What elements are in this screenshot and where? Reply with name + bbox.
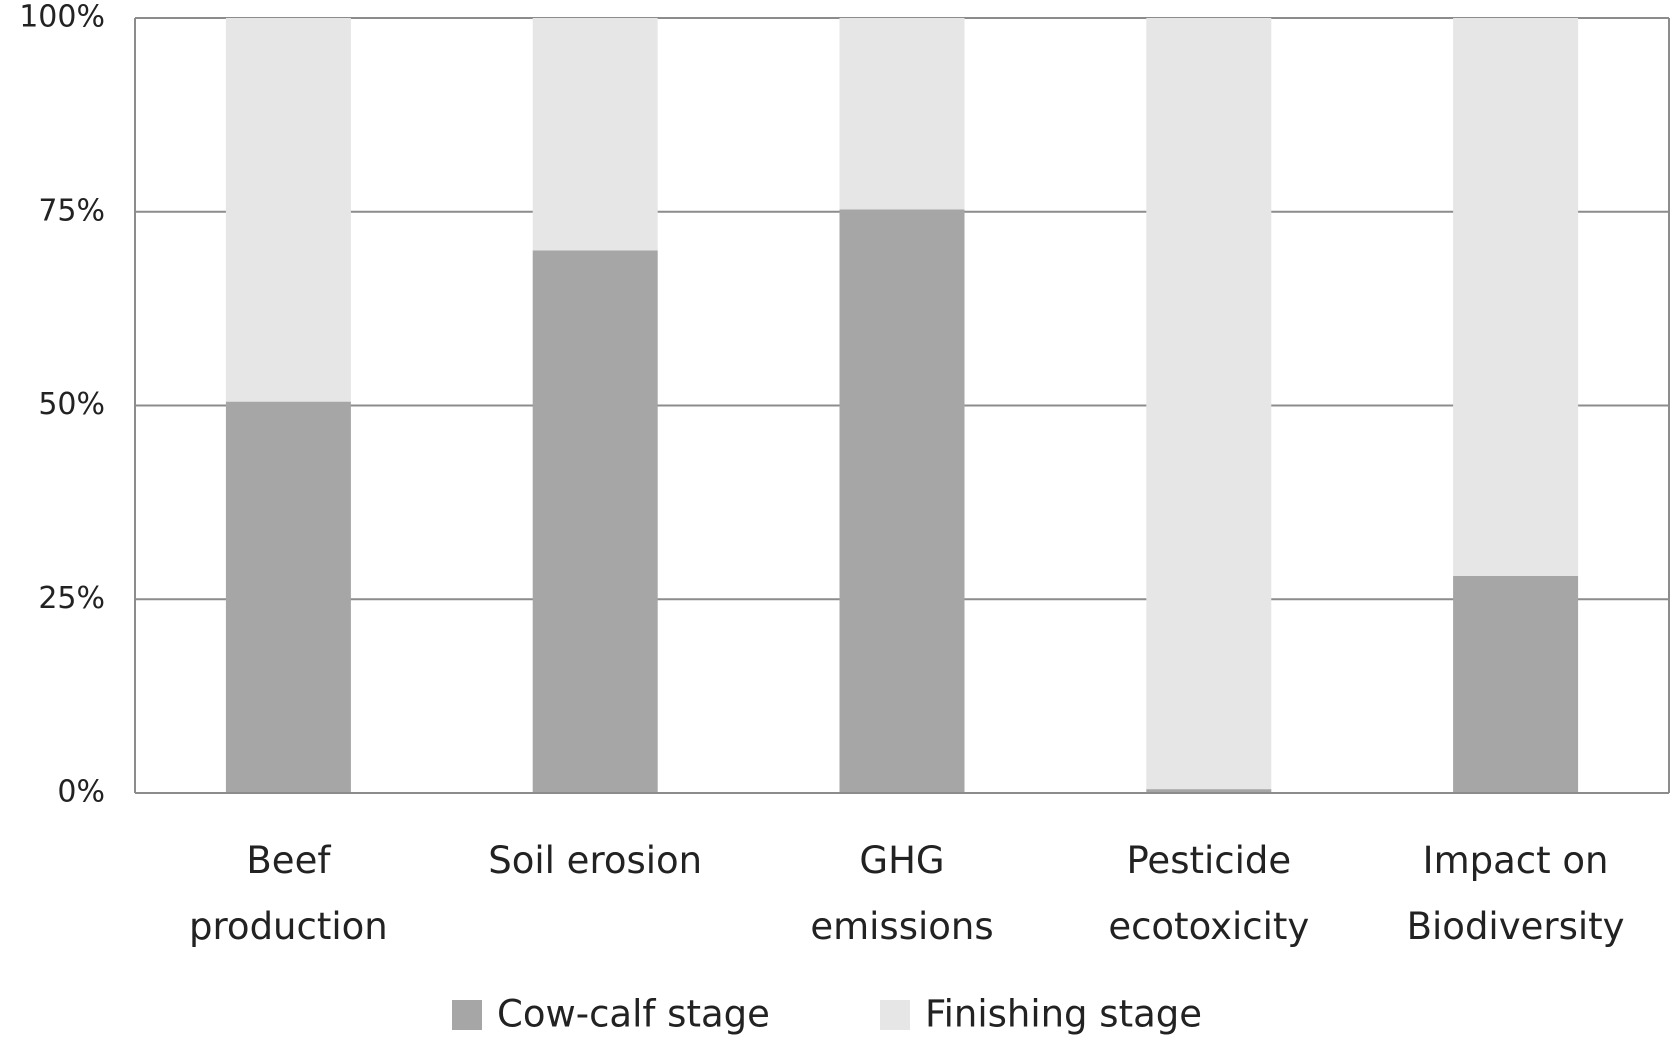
y-tick-label: 25% — [38, 581, 105, 616]
bar-segment — [839, 209, 965, 794]
x-tick-label: Impact on Biodiversity — [1406, 839, 1625, 948]
bar-segment — [1146, 18, 1272, 790]
y-tick-label: 100% — [19, 0, 105, 35]
legend-swatch — [880, 1000, 910, 1030]
bar-segment — [1453, 576, 1579, 793]
bar-segment — [839, 18, 965, 210]
bar-segment — [532, 18, 658, 251]
legend-label: Cow-calf stage — [497, 993, 770, 1036]
bar-segment — [1146, 789, 1272, 793]
legend-label: Finishing stage — [925, 993, 1202, 1036]
y-tick-label: 0% — [57, 775, 105, 810]
legend-swatch — [452, 1000, 482, 1030]
bar-segment — [1453, 18, 1579, 576]
bar-segment — [225, 18, 351, 402]
bar-segment — [225, 401, 351, 793]
x-tick-label: Pesticide ecotoxicity — [1108, 839, 1310, 948]
y-tick-label: 50% — [38, 387, 105, 422]
x-tick-label: Beef production — [189, 839, 388, 948]
x-tick-label: Soil erosion — [488, 839, 703, 882]
y-tick-label: 75% — [38, 193, 105, 228]
x-tick-label: GHG emissions — [810, 839, 994, 948]
bar-segment — [532, 250, 658, 793]
